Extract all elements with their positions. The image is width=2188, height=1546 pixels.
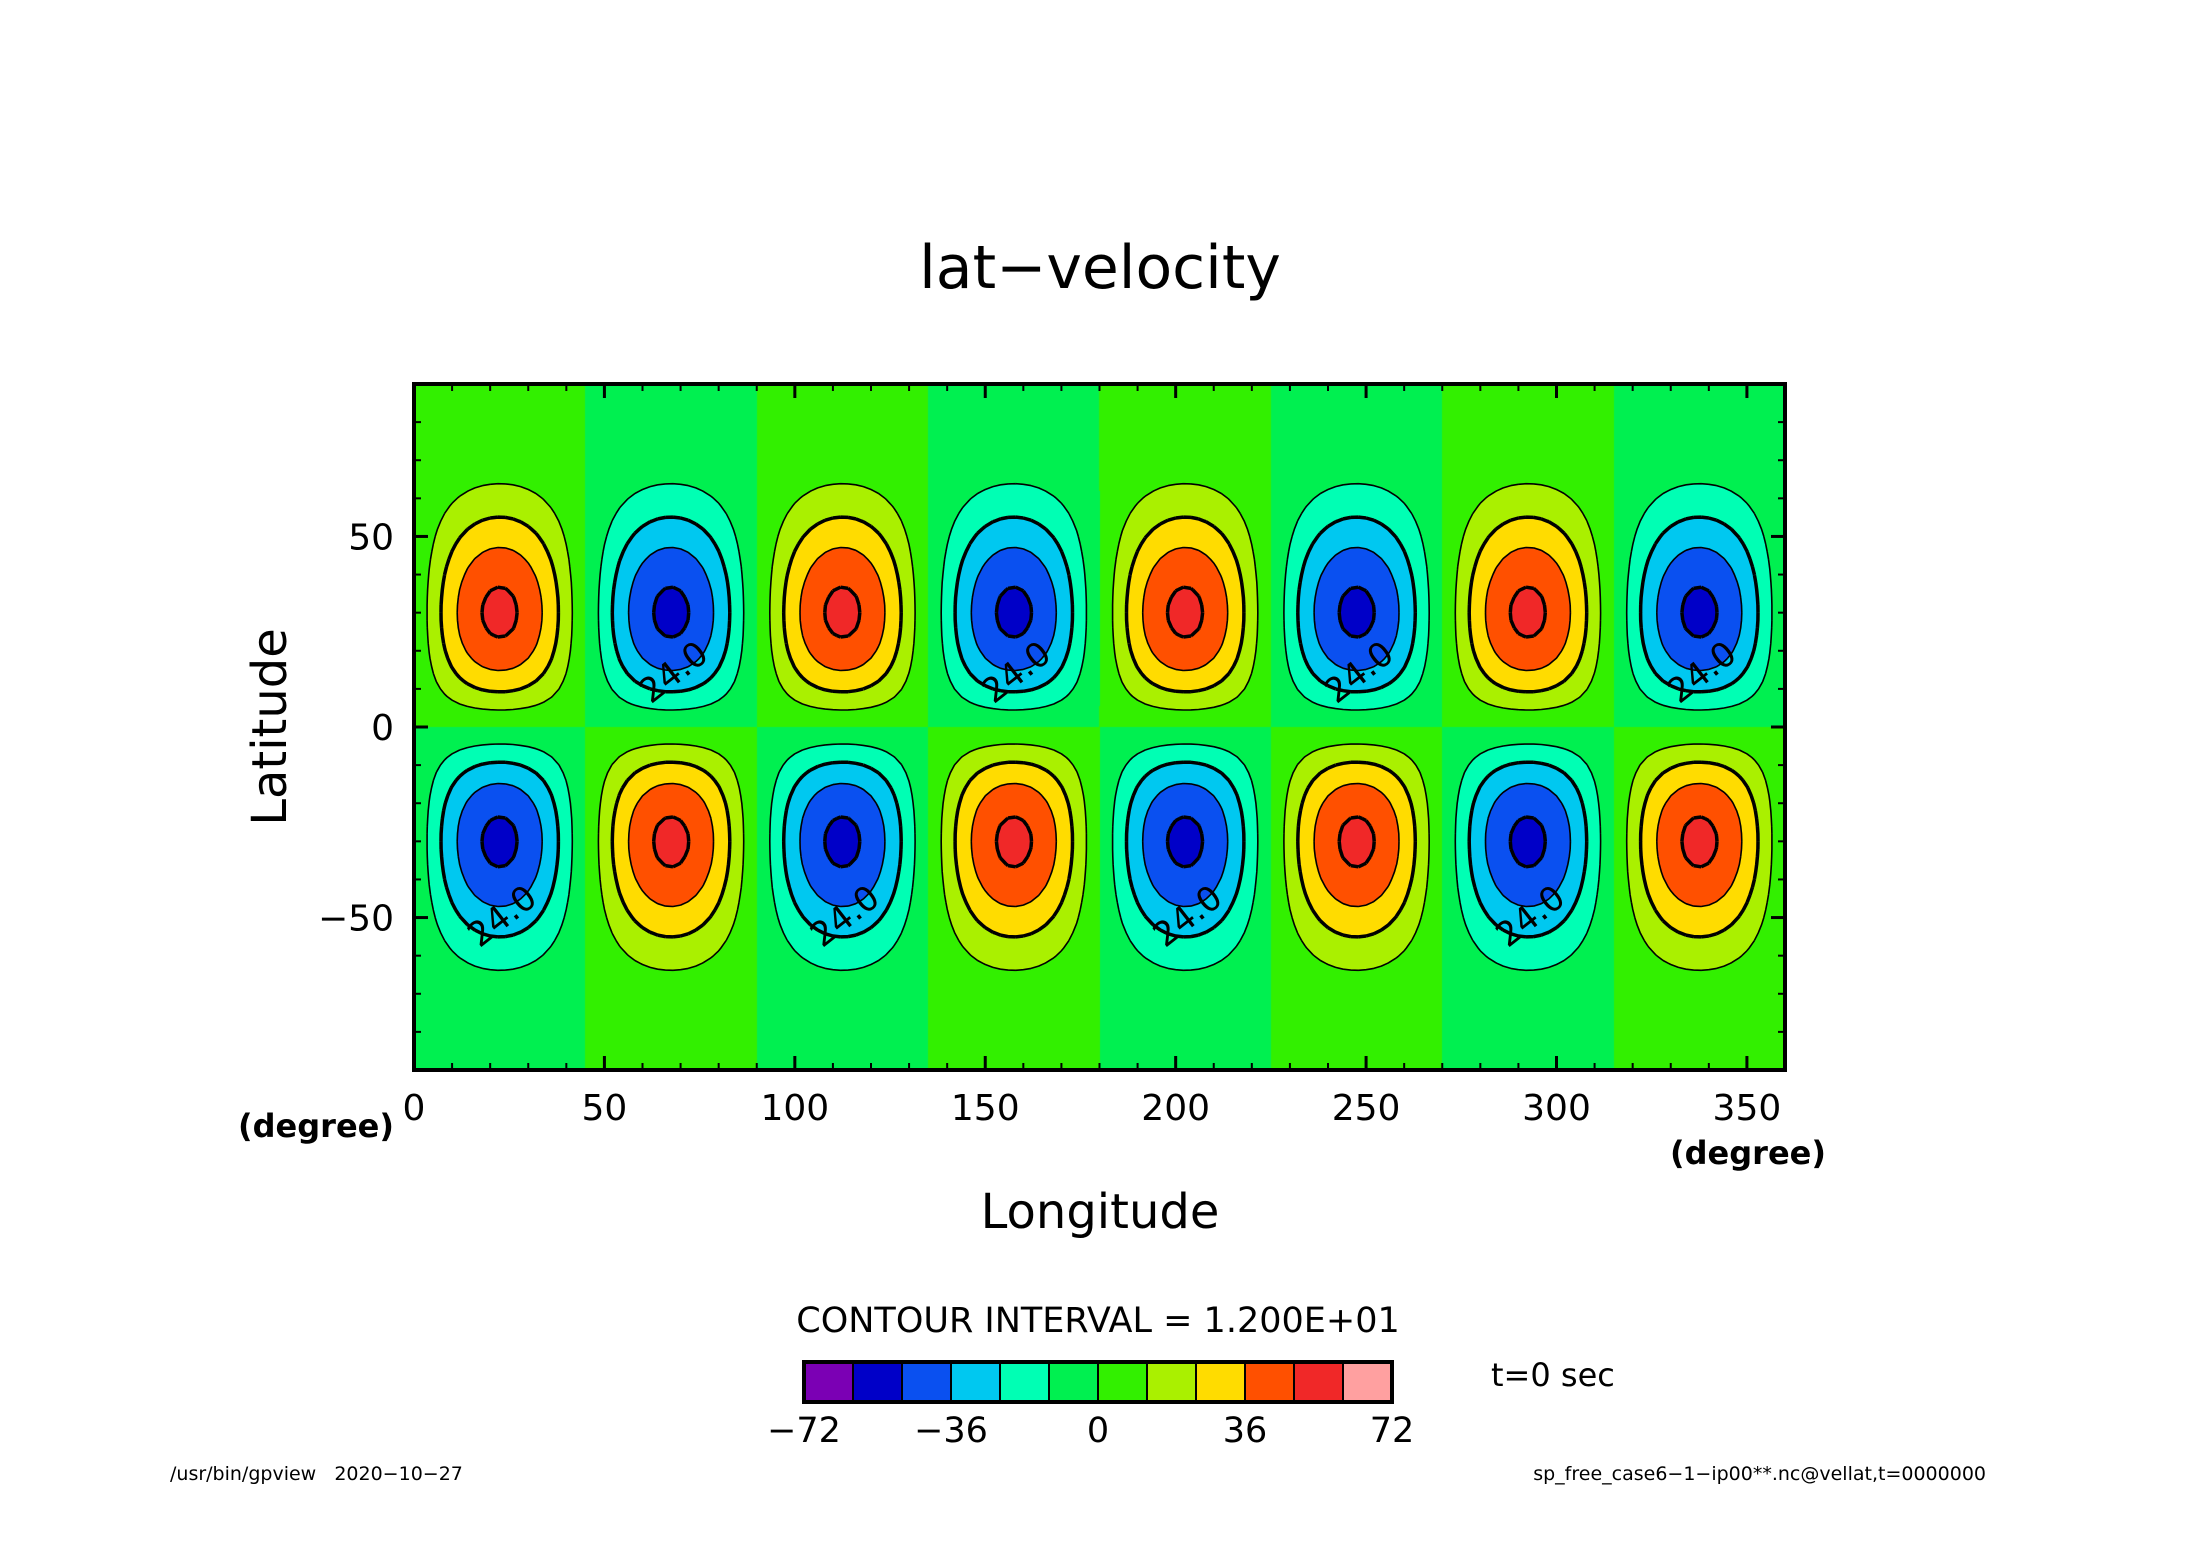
colorbar-swatch — [1293, 1361, 1344, 1403]
colorbar-swatch — [950, 1361, 1001, 1403]
colorbar-tick-label: 0 — [1087, 1411, 1109, 1451]
contour-interval-text: CONTOUR INTERVAL = 1.200E+01 — [796, 1301, 1399, 1341]
x-unit-right: (degree) — [1670, 1134, 1826, 1172]
colorbar-swatch — [852, 1361, 903, 1403]
colorbar-swatch — [1097, 1361, 1148, 1403]
colorbar-swatch — [901, 1361, 952, 1403]
colorbar-tick-label: −72 — [767, 1411, 841, 1451]
contour-line — [426, 482, 1773, 972]
x-tick-label: 150 — [951, 1088, 1020, 1129]
contour-line — [456, 546, 1743, 908]
colorbar-swatch — [999, 1361, 1050, 1403]
colorbar-swatch — [1342, 1361, 1393, 1403]
chart-title: lat−velocity — [919, 233, 1281, 303]
x-tick-label: 0 — [403, 1088, 426, 1129]
contour-line — [439, 515, 1760, 939]
contour-field — [414, 384, 1785, 1070]
x-axis-label: Longitude — [981, 1184, 1220, 1240]
contour-line — [426, 482, 1773, 972]
x-axis: 0 50 100 150 200 250 300 350 — [403, 384, 1782, 1129]
x-tick-label: 200 — [1141, 1088, 1210, 1129]
contour-line — [439, 515, 1760, 939]
time-label: t=0 sec — [1491, 1356, 1615, 1394]
y-tick-label: 0 — [371, 708, 394, 749]
x-unit-left: (degree) — [238, 1107, 394, 1145]
colorbar-frame — [802, 1360, 1394, 1404]
x-tick-label: 250 — [1332, 1088, 1401, 1129]
colorbar-swatch — [803, 1361, 854, 1403]
colorbar: −72 −36 0 36 72 — [767, 1360, 1415, 1451]
footer-right: sp_free_case6−1−ip00**.nc@vellat,t=00000… — [1533, 1463, 1986, 1485]
y-axis: −50 0 50 — [318, 421, 1785, 1033]
colorbar-tick-label: 72 — [1370, 1411, 1415, 1451]
colorbar-swatch — [1195, 1361, 1246, 1403]
colorbar-tick-label: 36 — [1223, 1411, 1268, 1451]
x-tick-label: 50 — [582, 1088, 628, 1129]
colorbar-swatch — [1244, 1361, 1295, 1403]
plot-area: 24.0 24.0 24.0 24.024.0 24.0 24.0 24.0 — [412, 382, 1787, 1072]
y-tick-label: 50 — [348, 517, 394, 558]
colorbar-swatch — [1048, 1361, 1099, 1403]
footer-left: /usr/bin/gpview 2020−10−27 — [170, 1463, 463, 1485]
contour-line — [480, 585, 1719, 869]
x-tick-label: 100 — [760, 1088, 829, 1129]
contour-line — [480, 585, 1719, 869]
x-tick-label: 350 — [1713, 1088, 1782, 1129]
y-tick-label: −50 — [318, 899, 394, 940]
colorbar-tick-label: −36 — [914, 1411, 988, 1451]
contour-line — [456, 546, 1743, 908]
x-tick-label: 300 — [1522, 1088, 1591, 1129]
contour-lines — [426, 482, 1773, 972]
y-axis-label: Latitude — [242, 628, 298, 826]
colorbar-swatch — [1146, 1361, 1197, 1403]
